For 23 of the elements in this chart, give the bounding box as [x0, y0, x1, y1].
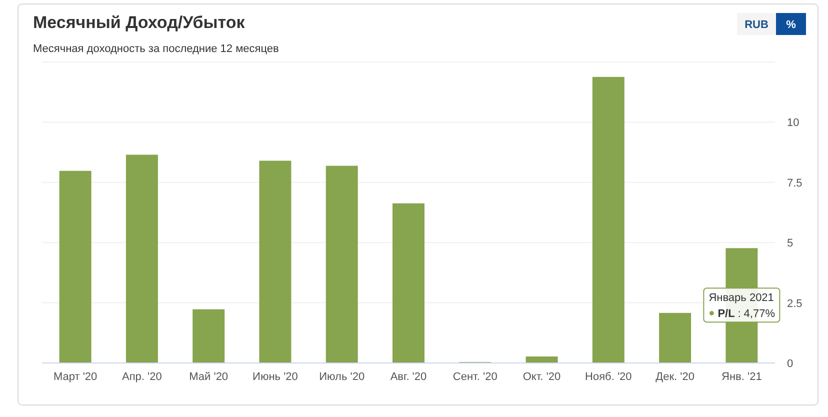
legend-label: P/L — [718, 308, 736, 320]
x-tick-label: Сент. '20 — [452, 371, 498, 383]
rub-button: RUB — [737, 13, 776, 35]
x-tick-label: Май '20 — [189, 371, 228, 383]
y-tick-label: 7.5 — [787, 177, 802, 190]
y-tick-label: 5 — [787, 238, 794, 250]
annotation: Январь 2021 — [708, 292, 774, 304]
x-tick-label: Дек. '20 — [656, 371, 694, 383]
x-tick-label: Янв. '21 — [722, 371, 762, 383]
x-tick-label: Март '20 — [53, 371, 98, 383]
x-tick-label: Июнь '20 — [252, 371, 298, 383]
x-tick-label: Окт. '20 — [522, 371, 561, 383]
x-tick-label: Июль '20 — [319, 371, 365, 383]
y-tick-label: 2.5 — [787, 298, 802, 310]
x-tick-label: Авг. '20 — [390, 371, 427, 383]
x-tick-label: Апр. '20 — [122, 371, 162, 383]
y-tick-label: 0 — [787, 358, 794, 370]
percent-button: % — [776, 13, 806, 35]
x-tick-label: Нояб. '20 — [585, 371, 632, 383]
data-label: : 4,77% — [738, 308, 776, 320]
y-tick-label: 10 — [787, 117, 800, 130]
chart-title: Месячный Доход/Убыток — [33, 13, 246, 32]
chart-subtitle: Месячная доходность за последние 12 месяцев — [33, 43, 280, 55]
